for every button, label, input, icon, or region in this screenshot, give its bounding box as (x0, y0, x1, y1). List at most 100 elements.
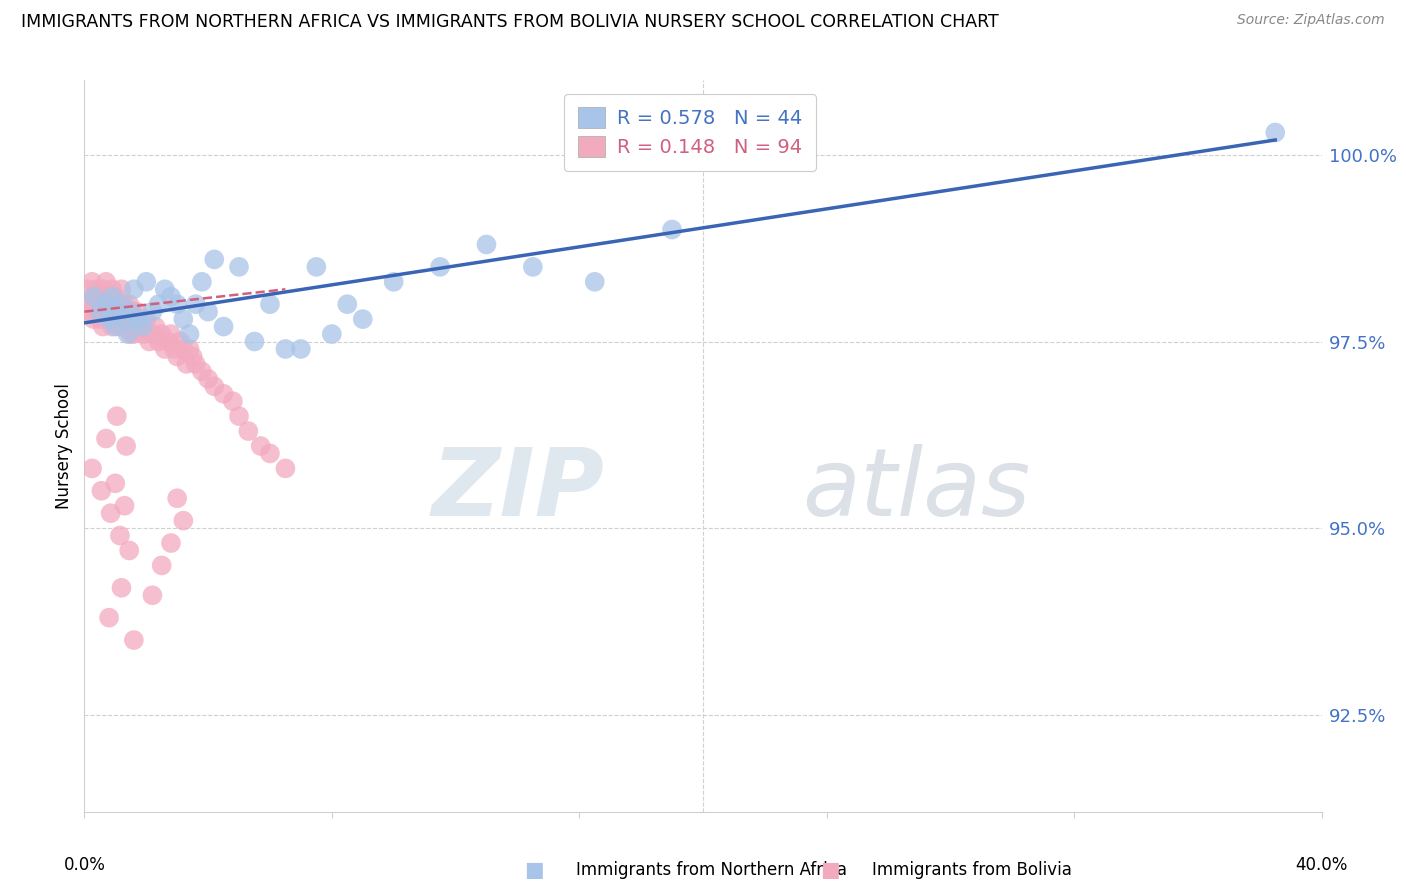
Point (197, 304, 219, 318)
Point (274, 461, 297, 475)
Point (83, 290, 105, 304)
Point (352, 312, 374, 326)
Point (228, 260, 250, 274)
Point (156, 334, 179, 349)
Point (89, 312, 111, 326)
Y-axis label: Nursery School: Nursery School (55, 383, 73, 509)
Point (321, 326, 343, 341)
Point (132, 326, 155, 341)
Point (197, 372, 219, 386)
Point (77, 297, 100, 311)
Point (141, 304, 163, 318)
Point (259, 446, 281, 460)
Point (153, 342, 176, 356)
Point (104, 290, 127, 304)
Point (110, 297, 132, 311)
Point (129, 312, 152, 326)
Text: ■: ■ (524, 860, 544, 880)
Point (86, 304, 108, 318)
Point (274, 342, 297, 356)
Point (184, 357, 207, 371)
Point (89, 290, 111, 304)
Point (172, 312, 194, 326)
Point (104, 312, 127, 326)
Point (122, 633, 145, 648)
Legend: R = 0.578   N = 44, R = 0.148   N = 94: R = 0.578 N = 44, R = 0.148 N = 94 (564, 94, 815, 171)
Point (176, 357, 198, 371)
Point (112, 312, 135, 326)
Point (107, 297, 129, 311)
Point (166, 491, 188, 506)
Point (103, 297, 125, 311)
Point (120, 312, 142, 326)
Point (238, 424, 260, 438)
Point (132, 319, 155, 334)
Point (117, 319, 139, 334)
Point (259, 297, 281, 311)
Point (120, 326, 142, 341)
Point (249, 439, 271, 453)
Point (117, 312, 139, 326)
Point (243, 334, 266, 349)
Point (83, 312, 105, 326)
Point (94, 304, 117, 318)
Point (97, 290, 120, 304)
Point (107, 312, 129, 326)
Point (114, 499, 136, 513)
Point (191, 275, 214, 289)
Point (169, 334, 191, 349)
Point (98, 610, 121, 624)
Point (110, 581, 132, 595)
Text: Immigrants from Bolivia: Immigrants from Bolivia (872, 861, 1071, 879)
Point (129, 319, 152, 334)
Point (83, 290, 105, 304)
Point (135, 275, 157, 289)
Point (184, 297, 207, 311)
Point (101, 282, 124, 296)
Point (138, 334, 160, 349)
Point (105, 409, 128, 424)
Point (94, 275, 117, 289)
Point (115, 439, 138, 453)
Point (101, 290, 124, 304)
Point (382, 275, 405, 289)
Point (76, 282, 98, 296)
Point (118, 543, 141, 558)
Point (117, 326, 139, 341)
Point (87, 297, 110, 311)
Point (179, 326, 201, 341)
Point (91, 319, 114, 334)
Point (98, 312, 121, 326)
Point (84, 297, 107, 311)
Point (475, 237, 498, 252)
Point (181, 350, 204, 364)
Point (166, 297, 188, 311)
Point (107, 304, 129, 318)
Point (124, 319, 146, 334)
Point (114, 297, 136, 311)
Point (82, 275, 104, 289)
Text: 40.0%: 40.0% (1295, 855, 1348, 873)
Point (101, 319, 124, 334)
Point (100, 304, 122, 318)
Point (163, 342, 186, 356)
Text: atlas: atlas (801, 444, 1031, 535)
Point (110, 282, 132, 296)
Point (290, 342, 312, 356)
Point (166, 350, 188, 364)
Point (122, 326, 145, 341)
Point (583, 275, 606, 289)
Point (160, 290, 183, 304)
Point (104, 476, 127, 491)
Point (93, 297, 115, 311)
Point (82, 461, 104, 475)
Point (202, 379, 225, 393)
Point (179, 342, 201, 356)
Point (115, 304, 138, 318)
Point (148, 297, 170, 311)
Text: IMMIGRANTS FROM NORTHERN AFRICA VS IMMIGRANTS FROM BOLIVIA NURSERY SCHOOL CORREL: IMMIGRANTS FROM NORTHERN AFRICA VS IMMIG… (21, 13, 998, 31)
Point (125, 312, 148, 326)
Point (145, 319, 167, 334)
Point (90, 483, 112, 498)
Point (148, 334, 170, 349)
